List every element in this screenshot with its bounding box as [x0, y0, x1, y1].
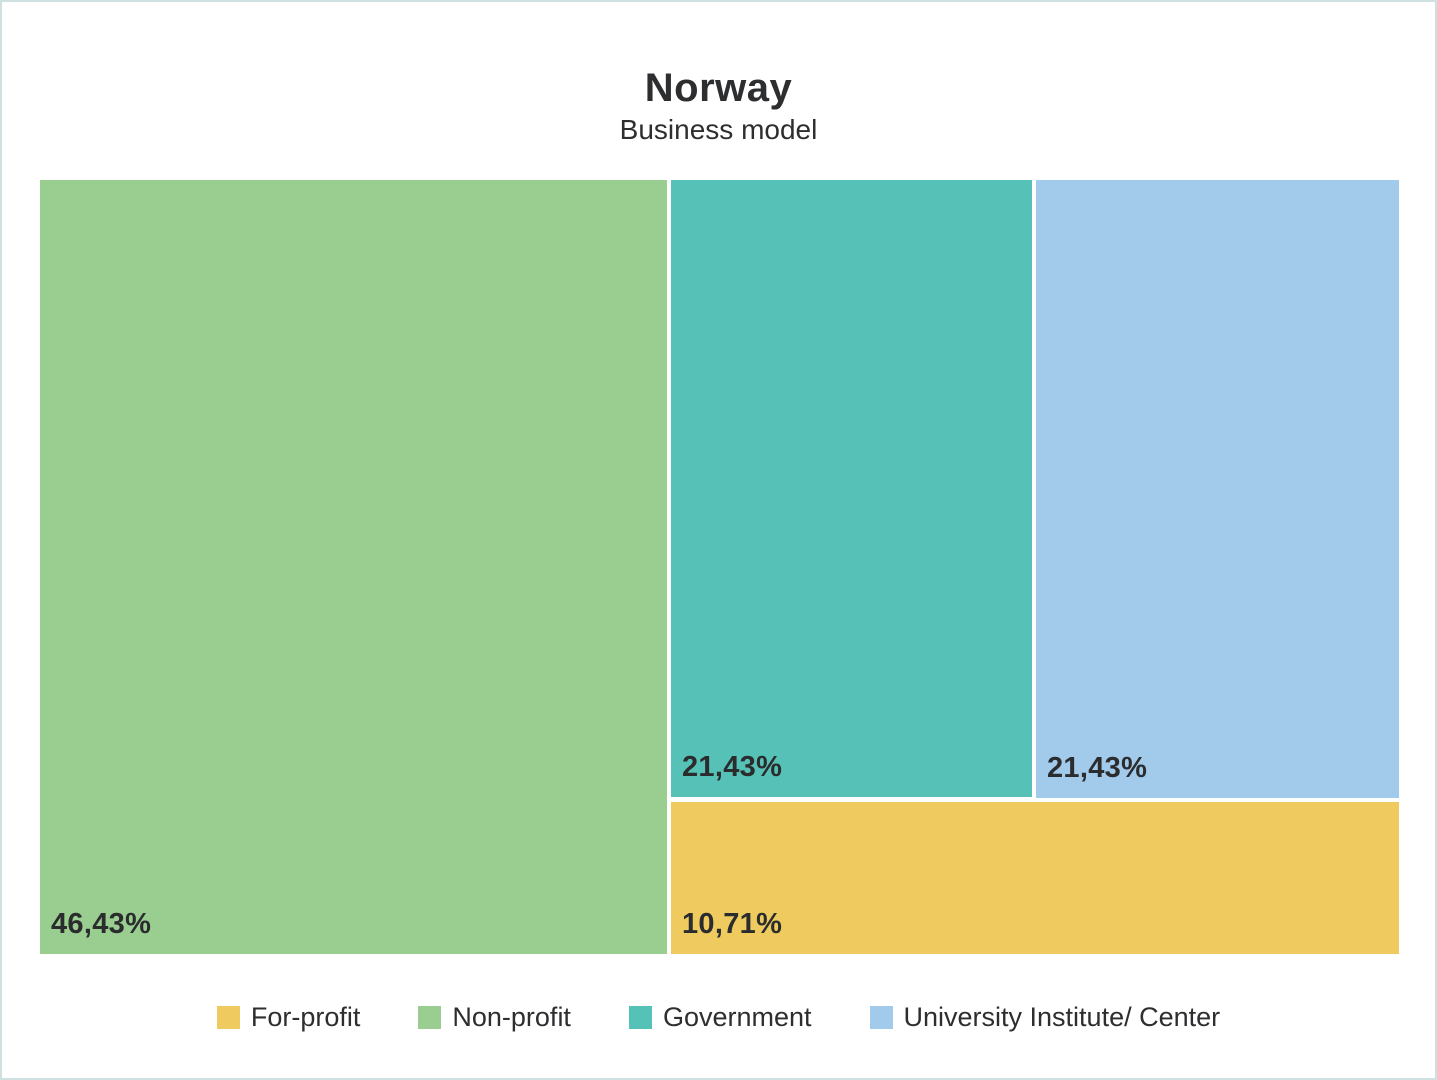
- legend-item-for-profit[interactable]: For-profit: [216, 1002, 361, 1033]
- legend-item-university-institute-center[interactable]: University Institute/ Center: [869, 1002, 1221, 1033]
- chart-title: Norway: [644, 66, 793, 110]
- block-value-label: 10,71%: [682, 908, 783, 940]
- treemap-chart: 46,43% 21,43% 21,43% 10,71%: [40, 180, 1399, 954]
- legend-swatch-for-profit: [216, 1006, 240, 1029]
- block-value-label: 46,43%: [51, 908, 152, 940]
- block-value-label: 21,43%: [1047, 752, 1148, 784]
- treemap-block-for-profit[interactable]: 10,71%: [671, 802, 1399, 954]
- treemap-block-government[interactable]: 21,43%: [671, 180, 1032, 797]
- legend-label: For-profit: [250, 1002, 361, 1032]
- treemap-block-non-profit[interactable]: 46,43%: [40, 180, 667, 954]
- legend-swatch-government: [628, 1006, 652, 1029]
- treemap-block-university-institute-center[interactable]: 21,43%: [1036, 180, 1399, 798]
- legend-label: Non-profit: [452, 1002, 571, 1032]
- legend-item-non-profit[interactable]: Non-profit: [418, 1002, 571, 1033]
- block-value-label: 21,43%: [682, 751, 783, 783]
- legend-swatch-non-profit: [418, 1006, 442, 1029]
- legend-label: University Institute/ Center: [903, 1002, 1221, 1032]
- chart-subtitle: Business model: [619, 114, 818, 145]
- chart-legend: For-profit Non-profit Government Univers…: [2, 1002, 1435, 1033]
- legend-label: Government: [662, 1002, 812, 1032]
- legend-item-government[interactable]: Government: [628, 1002, 812, 1033]
- legend-swatch-university-institute-center: [869, 1006, 893, 1029]
